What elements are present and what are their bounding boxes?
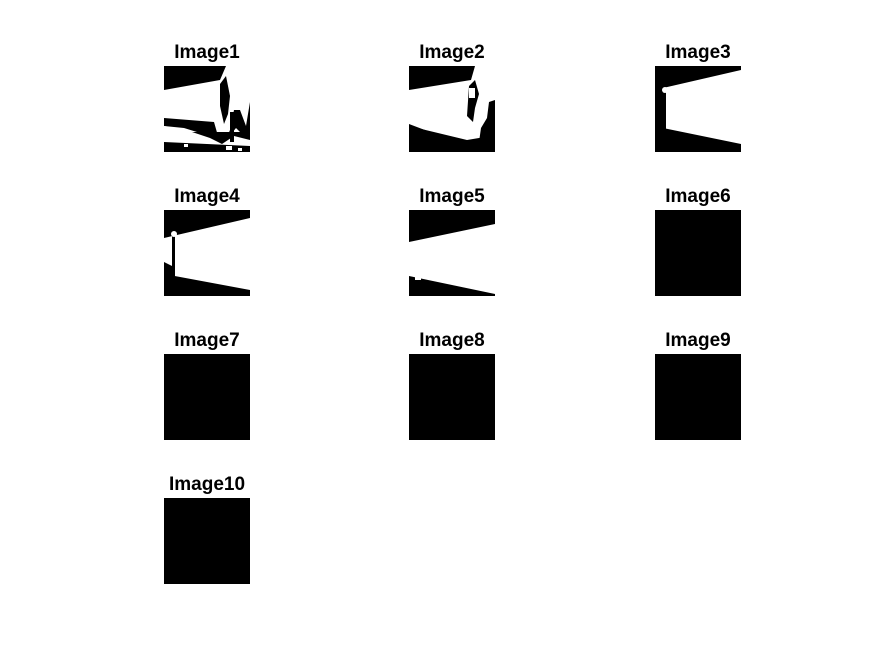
panel-title: Image6: [665, 186, 731, 207]
panel-title: Image1: [174, 42, 240, 63]
panel-title: Image7: [174, 330, 240, 351]
binary-image-6: [655, 210, 741, 296]
panel-title: Image8: [419, 330, 485, 351]
panel-title: Image10: [168, 474, 246, 495]
binary-image-3: [655, 66, 741, 152]
panel-title: Image4: [174, 186, 240, 207]
panel-title: Image5: [419, 186, 485, 207]
binary-image-1: [164, 66, 250, 152]
binary-image-7: [164, 354, 250, 440]
binary-image-8: [409, 354, 495, 440]
panel-title: Image2: [419, 42, 485, 63]
binary-image-5: [409, 210, 495, 296]
binary-image-2: [409, 66, 495, 152]
binary-image-4: [164, 210, 250, 296]
panel-title: Image9: [665, 330, 731, 351]
binary-image-10: [164, 498, 250, 584]
panel-title: Image3: [665, 42, 731, 63]
binary-image-9: [655, 354, 741, 440]
